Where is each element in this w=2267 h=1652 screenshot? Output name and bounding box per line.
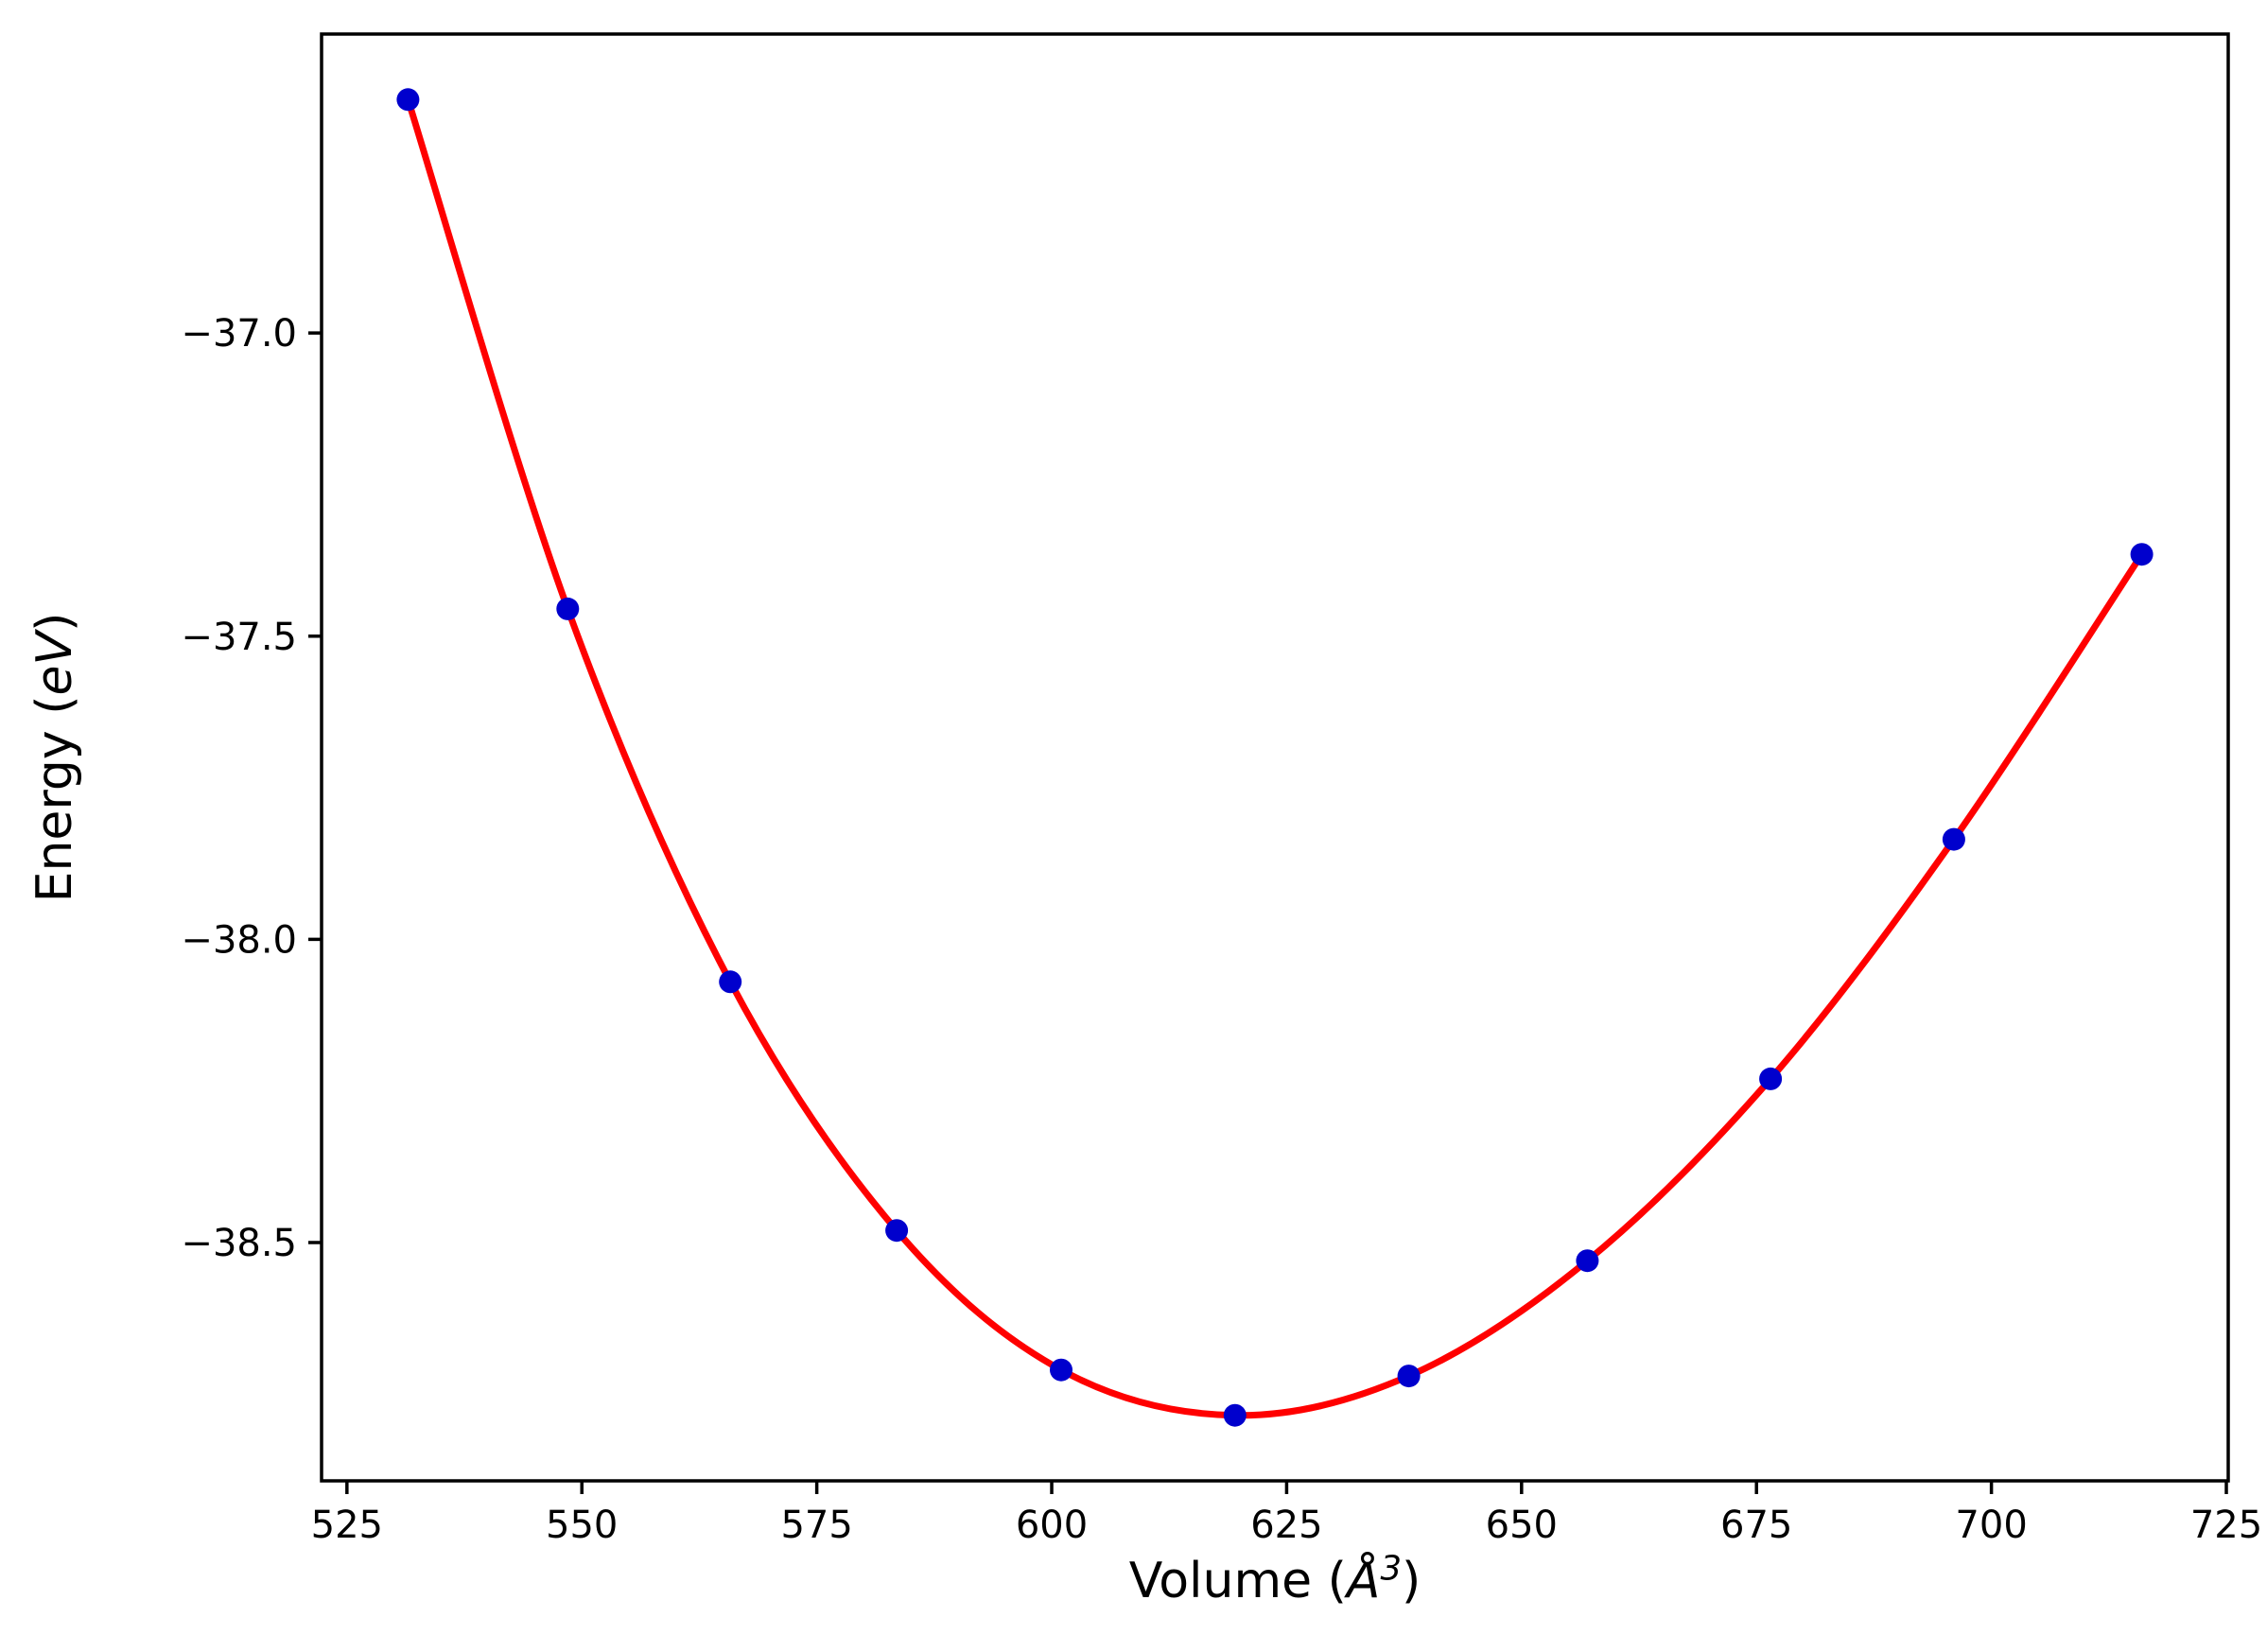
data-point-marker	[1397, 1365, 1421, 1388]
x-axis-label-unit: Å	[1346, 1553, 1381, 1609]
x-axis-label: Volume (Å3)	[1128, 1552, 1421, 1609]
data-point-marker	[1942, 827, 1965, 851]
data-point-marker	[396, 88, 420, 112]
y-axis-label-prefix: Energy (	[26, 695, 83, 903]
data-point-marker	[719, 970, 742, 994]
x-tick-label: 600	[1016, 1504, 1088, 1547]
data-point-marker	[1050, 1358, 1072, 1382]
x-tick-label: 650	[1486, 1504, 1558, 1547]
x-tick-label: 625	[1250, 1504, 1322, 1547]
x-axis-label-exponent: 3	[1380, 1549, 1403, 1589]
y-tick-label: −37.0	[181, 312, 297, 356]
axes-frame	[320, 32, 2230, 1483]
data-point-marker	[885, 1219, 909, 1243]
y-tick-label: −38.5	[181, 1222, 297, 1265]
data-point-marker	[1759, 1067, 1783, 1090]
y-tick-label: −38.0	[181, 918, 297, 962]
x-axis-label-suffix: )	[1402, 1553, 1421, 1609]
x-tick-label: 575	[780, 1504, 852, 1547]
x-tick-label: 725	[2190, 1504, 2262, 1547]
x-tick-label: 550	[546, 1504, 618, 1547]
data-point-marker	[556, 597, 580, 620]
x-axis-label-prefix: Volume (	[1128, 1553, 1347, 1609]
data-point-marker	[1223, 1403, 1247, 1427]
x-tick-label: 525	[311, 1504, 383, 1547]
y-axis-label: Energy (eV)	[26, 613, 83, 903]
eos-fit-curve	[404, 96, 2146, 1419]
x-tick-label: 675	[1720, 1504, 1792, 1547]
data-point-marker	[1576, 1249, 1599, 1273]
x-tick-label: 700	[1955, 1504, 2027, 1547]
y-axis-label-unit: eV	[26, 631, 83, 696]
data-point-marker	[2130, 543, 2154, 566]
y-tick-label: −37.5	[181, 616, 297, 659]
y-axis-label-suffix: )	[26, 612, 83, 632]
